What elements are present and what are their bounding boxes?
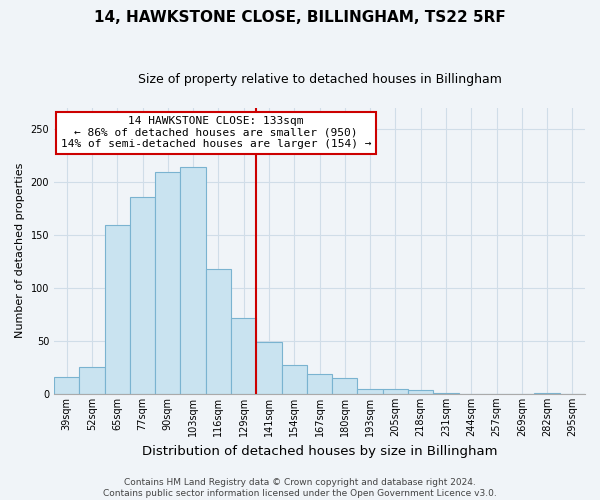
Bar <box>104 225 130 394</box>
Bar <box>307 374 332 394</box>
Bar <box>256 342 281 394</box>
Bar <box>231 318 256 394</box>
Bar <box>433 393 458 394</box>
Title: Size of property relative to detached houses in Billingham: Size of property relative to detached ho… <box>137 72 502 86</box>
Bar <box>155 172 181 394</box>
Bar <box>181 167 206 394</box>
Text: 14, HAWKSTONE CLOSE, BILLINGHAM, TS22 5RF: 14, HAWKSTONE CLOSE, BILLINGHAM, TS22 5R… <box>94 10 506 25</box>
Bar <box>408 390 433 394</box>
Bar <box>54 377 79 394</box>
Text: 14 HAWKSTONE CLOSE: 133sqm
← 86% of detached houses are smaller (950)
14% of sem: 14 HAWKSTONE CLOSE: 133sqm ← 86% of deta… <box>61 116 371 150</box>
Bar <box>332 378 358 394</box>
Bar <box>358 388 383 394</box>
Bar <box>535 393 560 394</box>
Text: Contains HM Land Registry data © Crown copyright and database right 2024.
Contai: Contains HM Land Registry data © Crown c… <box>103 478 497 498</box>
X-axis label: Distribution of detached houses by size in Billingham: Distribution of detached houses by size … <box>142 444 497 458</box>
Bar <box>383 388 408 394</box>
Y-axis label: Number of detached properties: Number of detached properties <box>15 163 25 338</box>
Bar <box>130 196 155 394</box>
Bar <box>206 268 231 394</box>
Bar <box>281 365 307 394</box>
Bar <box>79 368 104 394</box>
